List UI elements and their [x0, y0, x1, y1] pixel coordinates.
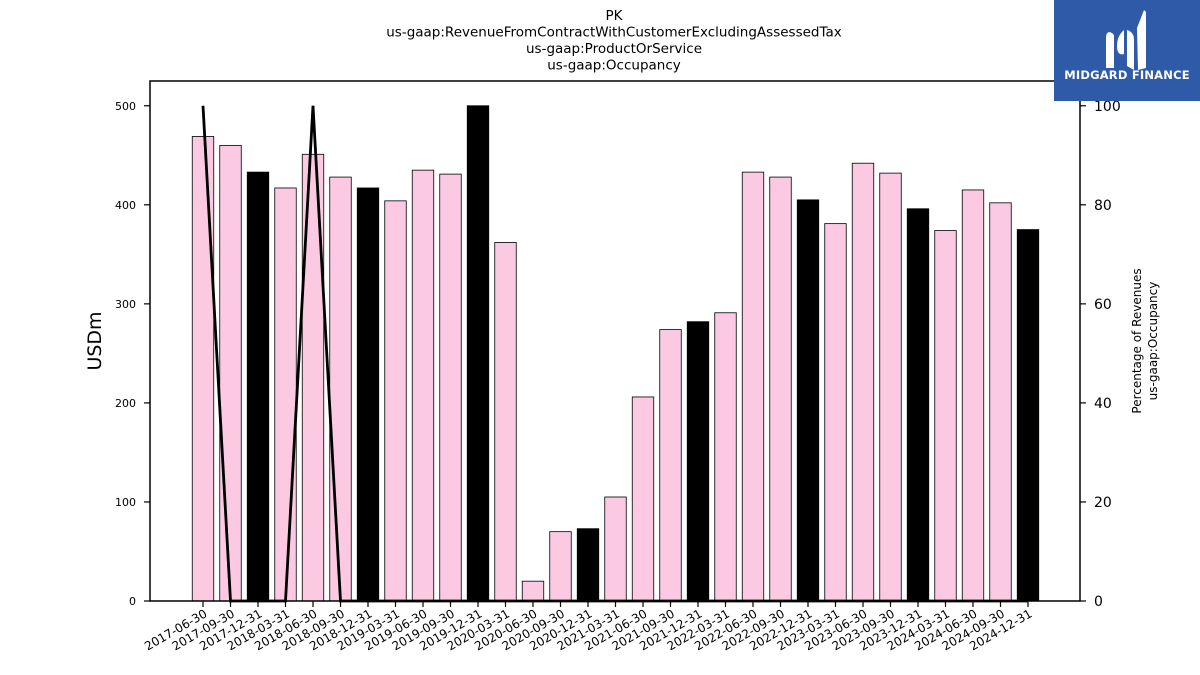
bar: [796, 199, 820, 602]
y2-tick-label: 80: [1094, 198, 1112, 214]
bar: [466, 105, 490, 602]
bar: [631, 396, 655, 602]
bar: [384, 200, 407, 602]
bars-group: [191, 105, 1040, 602]
bar: [494, 242, 517, 602]
chart-title: PKus-gaap:RevenueFromContractWithCustome…: [386, 8, 842, 74]
y-axis-right: 0 20 40 60 80 100: [1080, 99, 1121, 610]
bar: [686, 321, 710, 602]
bar: [521, 580, 545, 602]
y-tick-label: 200: [115, 397, 136, 410]
bar: [576, 528, 600, 602]
bar: [549, 531, 572, 602]
y2-tick-label: 0: [1094, 594, 1103, 610]
chart-title-line: us-gaap:Occupancy: [547, 58, 681, 74]
bar: [714, 312, 737, 602]
bar: [961, 189, 985, 602]
midgard-finance-logo: MIDGARD FINANCE: [1054, 0, 1200, 101]
y-tick-label: 100: [115, 496, 136, 509]
chart-title-line: us-gaap:ProductOrService: [526, 41, 702, 57]
bar: [1016, 229, 1040, 602]
bar: [906, 208, 930, 602]
logo-text: MIDGARD FINANCE: [1064, 68, 1190, 82]
y-tick-label: 0: [129, 595, 136, 608]
y-tick-label: 500: [115, 100, 136, 113]
y2-label-line: us-gaap:Occupancy: [1146, 282, 1160, 401]
chart-title-line: us-gaap:RevenueFromContractWithCustomerE…: [386, 25, 842, 41]
bar: [851, 162, 875, 602]
bar: [246, 171, 270, 602]
y-axis-right-label: Percentage of Revenues us-gaap:Occupancy: [1130, 268, 1160, 413]
y2-tick-label: 40: [1094, 396, 1112, 412]
bar: [659, 329, 682, 602]
bar: [191, 136, 215, 602]
bar: [356, 187, 380, 602]
x-axis: 2017-06-302017-09-302017-12-312018-03-31…: [142, 601, 1035, 653]
bar: [824, 223, 847, 602]
bar: [879, 172, 902, 602]
y-tick-label: 400: [115, 199, 136, 212]
y-axis-label: USDm: [84, 311, 106, 370]
logo-mark-icon: [1106, 10, 1146, 70]
y2-tick-label: 20: [1094, 495, 1112, 511]
bar: [329, 176, 352, 602]
bar: [934, 230, 957, 602]
bar: [411, 169, 435, 602]
chart-title-line: PK: [606, 8, 624, 24]
y-tick-label: 300: [115, 298, 136, 311]
bar: [604, 496, 627, 602]
bar: [741, 171, 765, 602]
bar: [274, 187, 297, 602]
bar: [769, 176, 792, 602]
y2-tick-label: 100: [1094, 99, 1121, 115]
y2-label-line: Percentage of Revenues: [1130, 268, 1144, 413]
y2-tick-label: 60: [1094, 297, 1112, 313]
bar: [439, 173, 462, 602]
bar: [989, 202, 1012, 602]
bar: [219, 144, 242, 602]
y-axis-left: 0 100 200 300 400 500: [115, 100, 150, 608]
